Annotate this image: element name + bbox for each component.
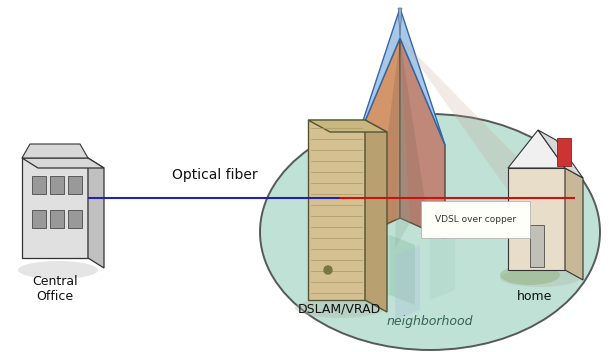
Polygon shape	[400, 38, 525, 215]
Polygon shape	[395, 245, 420, 320]
Polygon shape	[400, 38, 445, 238]
Text: DSLAM/VRAD: DSLAM/VRAD	[298, 302, 381, 315]
FancyBboxPatch shape	[530, 225, 544, 267]
Text: Optical fiber: Optical fiber	[172, 168, 258, 182]
Ellipse shape	[295, 298, 385, 318]
Polygon shape	[538, 130, 583, 178]
Polygon shape	[355, 38, 400, 238]
FancyBboxPatch shape	[32, 176, 46, 194]
Polygon shape	[508, 130, 565, 168]
FancyBboxPatch shape	[50, 176, 64, 194]
Ellipse shape	[500, 265, 560, 285]
Polygon shape	[430, 210, 455, 300]
FancyBboxPatch shape	[68, 210, 82, 228]
Text: home: home	[517, 290, 553, 303]
Polygon shape	[365, 120, 387, 312]
Polygon shape	[308, 120, 365, 300]
Text: VDSL over copper: VDSL over copper	[435, 215, 516, 224]
Polygon shape	[398, 8, 402, 38]
Polygon shape	[508, 168, 565, 270]
Polygon shape	[355, 8, 445, 145]
Polygon shape	[88, 158, 104, 268]
FancyBboxPatch shape	[50, 210, 64, 228]
Circle shape	[324, 266, 332, 274]
Ellipse shape	[18, 261, 98, 279]
Polygon shape	[365, 235, 390, 305]
Polygon shape	[22, 144, 88, 158]
FancyBboxPatch shape	[68, 176, 82, 194]
Polygon shape	[22, 158, 104, 168]
Text: Central
Office: Central Office	[32, 275, 78, 303]
Polygon shape	[395, 38, 410, 248]
Polygon shape	[375, 38, 430, 233]
Ellipse shape	[500, 269, 580, 287]
Ellipse shape	[260, 114, 600, 350]
Polygon shape	[565, 168, 583, 280]
FancyBboxPatch shape	[32, 210, 46, 228]
Polygon shape	[557, 138, 571, 166]
Text: neighborhood: neighborhood	[387, 315, 473, 328]
Polygon shape	[22, 158, 88, 258]
Polygon shape	[308, 120, 387, 132]
Polygon shape	[390, 235, 415, 305]
